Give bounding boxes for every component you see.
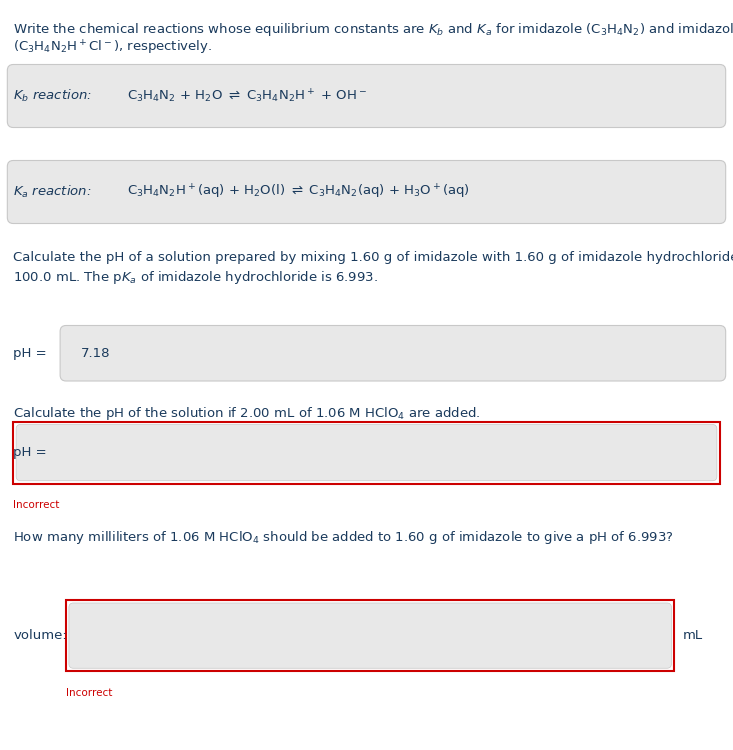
Text: 100.0 mL. The p$K_a$ of imidazole hydrochloride is 6.993.: 100.0 mL. The p$K_a$ of imidazole hydroc… bbox=[13, 269, 378, 286]
Bar bbox=[13, 422, 720, 484]
Text: C$_3$H$_4$N$_2$ + H$_2$O $\rightleftharpoons$ C$_3$H$_4$N$_2$H$^+$ + OH$^-$: C$_3$H$_4$N$_2$ + H$_2$O $\rightleftharp… bbox=[127, 87, 366, 105]
FancyBboxPatch shape bbox=[60, 326, 726, 381]
Text: (C$_3$H$_4$N$_2$H$^+$Cl$^-$), respectively.: (C$_3$H$_4$N$_2$H$^+$Cl$^-$), respective… bbox=[13, 39, 213, 57]
Text: $K_b$ reaction:: $K_b$ reaction: bbox=[13, 88, 92, 104]
Text: Incorrect: Incorrect bbox=[13, 500, 59, 510]
Text: Calculate the pH of a solution prepared by mixing 1.60 g of imidazole with 1.60 : Calculate the pH of a solution prepared … bbox=[13, 251, 733, 264]
FancyBboxPatch shape bbox=[7, 160, 726, 224]
Text: $K_a$ reaction:: $K_a$ reaction: bbox=[13, 184, 92, 200]
Text: 7.18: 7.18 bbox=[81, 346, 110, 360]
Text: pH =: pH = bbox=[13, 346, 47, 360]
Text: pH =: pH = bbox=[13, 446, 47, 459]
FancyBboxPatch shape bbox=[69, 603, 671, 668]
Text: Write the chemical reactions whose equilibrium constants are $K_b$ and $K_a$ for: Write the chemical reactions whose equil… bbox=[13, 21, 733, 38]
Text: volume:: volume: bbox=[13, 629, 67, 642]
Text: Incorrect: Incorrect bbox=[66, 688, 112, 698]
Text: How many milliliters of 1.06 M HClO$_4$ should be added to 1.60 g of imidazole t: How many milliliters of 1.06 M HClO$_4$ … bbox=[13, 529, 674, 546]
Text: Calculate the pH of the solution if 2.00 mL of 1.06 M HClO$_4$ are added.: Calculate the pH of the solution if 2.00… bbox=[13, 405, 481, 422]
Bar bbox=[66, 600, 674, 671]
FancyBboxPatch shape bbox=[7, 64, 726, 128]
FancyBboxPatch shape bbox=[16, 424, 717, 481]
Text: mL: mL bbox=[683, 629, 703, 642]
Text: C$_3$H$_4$N$_2$H$^+$(aq) + H$_2$O(l) $\rightleftharpoons$ C$_3$H$_4$N$_2$(aq) + : C$_3$H$_4$N$_2$H$^+$(aq) + H$_2$O(l) $\r… bbox=[127, 183, 470, 201]
